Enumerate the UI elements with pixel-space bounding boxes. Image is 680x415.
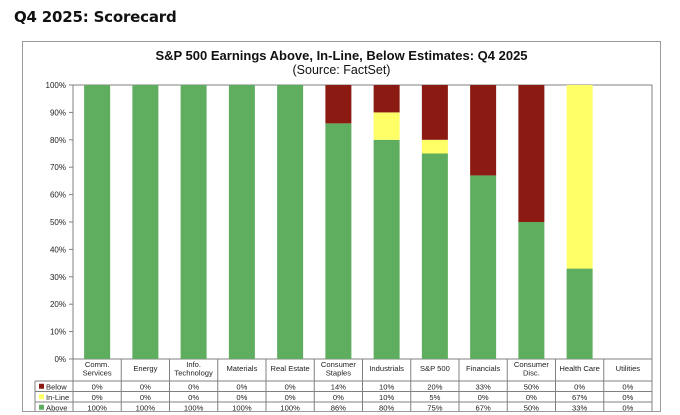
data-label-above: 100% [136,403,156,411]
stacked-bar-chart: 0% 10% 20% 30% 40% 50% 60% 70% 80% 90% 100% Comm.Se… [34,81,653,411]
data-label-in-line: 67% [572,393,587,402]
legend-swatch-below [39,383,44,389]
bar-below-6 [373,85,400,113]
data-label-in-line: 0% [333,393,344,402]
category-label: Consumer [321,360,356,369]
chart-container: S&P 500 Earnings Above, In-Line, Below E… [22,41,661,412]
data-label-above: 75% [427,403,442,411]
data-label-below: 20% [427,382,442,391]
bar-above-1 [132,85,159,359]
bar-below-8 [470,85,497,176]
y-tick-label: 0% [54,355,66,364]
data-label-below: 0% [92,382,103,391]
legend-label-below: Below [46,382,67,391]
category-label: Industrials [369,364,404,373]
bar-above-10 [566,268,593,359]
y-tick-label: 30% [50,273,66,282]
category-label: Disc. [523,369,540,378]
data-label-in-line: 0% [140,393,151,402]
data-label-above: 100% [184,403,204,411]
bar-above-4 [277,85,304,359]
data-label-in-line: 0% [188,393,199,402]
legend-label-above: Above [46,403,68,411]
data-label-above: 80% [379,403,394,411]
page-heading: Q4 2025: Scorecard [14,8,177,26]
data-label-below: 50% [524,382,539,391]
category-label: Utilities [616,364,641,373]
data-label-below: 0% [140,382,151,391]
bar-above-9 [518,222,545,359]
bar-in-line-6 [373,112,400,140]
data-label-in-line: 10% [379,393,394,402]
legend-swatch-in-line [39,394,44,400]
category-label: S&P 500 [420,364,450,373]
bar-above-7 [421,153,448,359]
bar-below-5 [325,85,352,124]
category-label: Technology [174,369,213,378]
bar-above-8 [470,175,497,359]
data-label-above: 33% [572,403,587,411]
data-label-below: 33% [476,382,491,391]
chart-subtitle: (Source: FactSet) [292,63,391,77]
y-tick-label: 80% [50,136,66,145]
data-label-above: 86% [331,403,346,411]
category-label: Services [83,369,112,378]
bar-above-0 [84,85,111,359]
chart-title: S&P 500 Earnings Above, In-Line, Below E… [155,48,528,63]
y-tick-label: 70% [50,163,66,172]
category-label: Materials [226,364,257,373]
data-label-in-line: 0% [92,393,103,402]
category-label: Financials [466,364,500,373]
data-label-above: 67% [476,403,491,411]
data-label-below: 0% [285,382,296,391]
bar-below-7 [421,85,448,140]
plot-area [72,84,653,360]
category-label: Comm. [85,360,109,369]
bar-above-6 [373,139,400,359]
bar-above-2 [180,85,207,359]
data-label-in-line: 0% [622,393,633,402]
y-tick-label: 50% [50,218,66,227]
data-label-in-line: 0% [236,393,247,402]
data-label-in-line: 0% [478,393,489,402]
legend-swatch-above [39,404,44,410]
y-tick-label: 10% [50,328,66,337]
bar-in-line-7 [421,139,448,154]
data-label-above: 100% [232,403,252,411]
data-label-below: 0% [236,382,247,391]
data-label-below: 0% [622,382,633,391]
data-label-above: 100% [87,403,107,411]
y-tick-label: 100% [46,81,66,90]
category-label: Real Estate [270,364,309,373]
category-label: Energy [133,364,157,373]
data-label-above: 50% [524,403,539,411]
category-label: Consumer [514,360,549,369]
category-label: Info. [186,360,201,369]
y-tick-label: 20% [50,300,66,309]
y-tick-label: 60% [50,191,66,200]
category-label: Health Care [559,364,600,373]
data-label-above: 100% [280,403,300,411]
y-tick-label: 40% [50,245,66,254]
data-label-above: 0% [622,403,633,411]
data-label-below: 0% [188,382,199,391]
data-label-below: 0% [574,382,585,391]
bar-in-line-10 [566,85,593,269]
legend-label-in-line: In-Line [46,393,69,402]
bar-below-9 [518,85,545,222]
data-label-in-line: 5% [429,393,440,402]
bar-above-5 [325,123,352,359]
category-label: Staples [326,369,352,378]
bar-above-3 [228,85,255,359]
data-label-in-line: 0% [526,393,537,402]
data-label-below: 10% [379,382,394,391]
y-tick-label: 90% [50,108,66,117]
data-label-below: 14% [331,382,346,391]
data-label-in-line: 0% [285,393,296,402]
